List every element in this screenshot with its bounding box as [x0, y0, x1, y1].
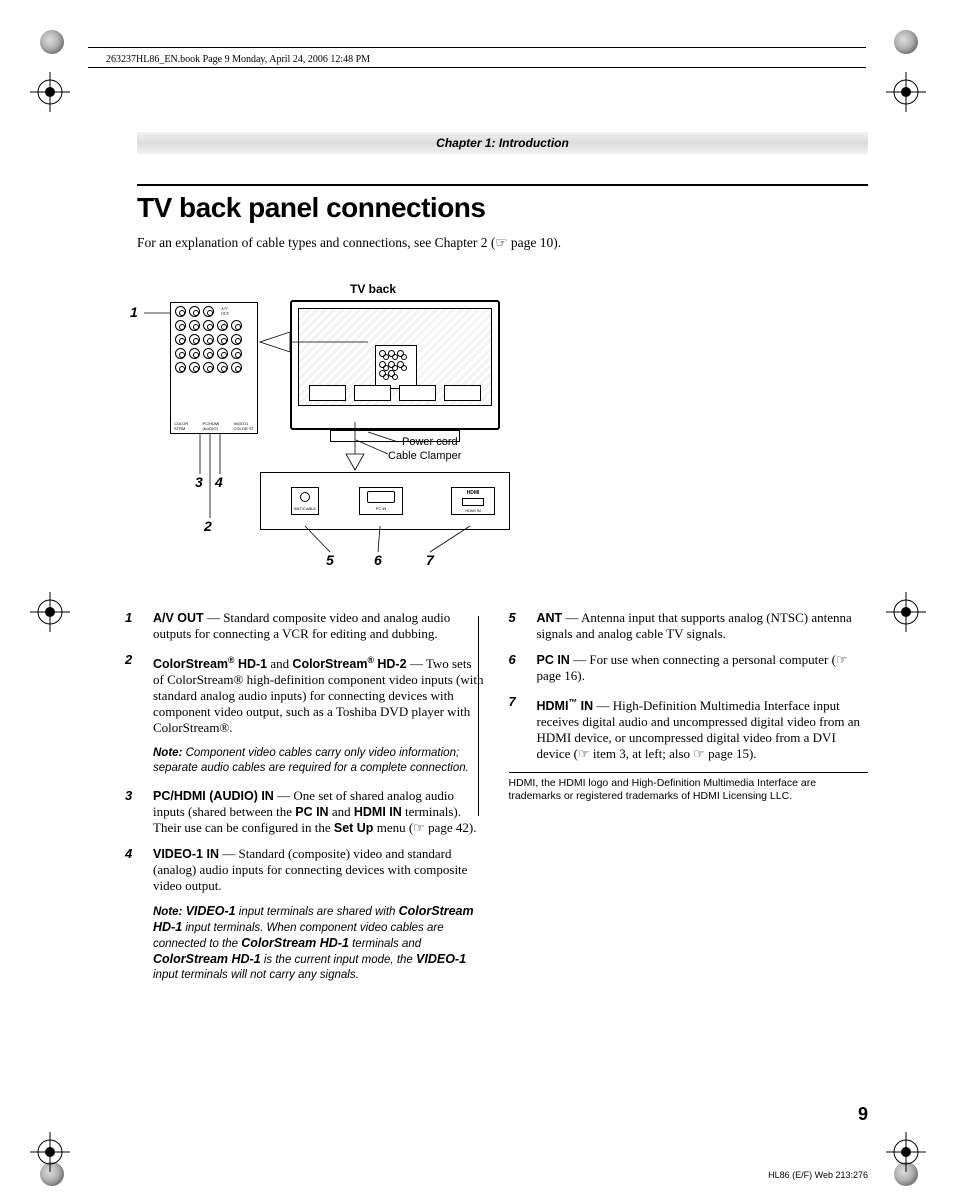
diagram-callout-1: 1: [130, 304, 138, 320]
item-number: 7: [509, 694, 537, 762]
column-container: 1A/V OUT — Standard composite video and …: [125, 610, 868, 995]
item-number: 6: [509, 652, 537, 684]
corner-ornament: [40, 30, 64, 54]
item-body: VIDEO-1 IN — Standard (composite) video …: [153, 846, 485, 894]
item-body: HDMI™ IN — High-Definition Multimedia In…: [537, 694, 869, 762]
item-number: 4: [125, 846, 153, 894]
definition-item-1: 1A/V OUT — Standard composite video and …: [125, 610, 485, 642]
definition-item-4: 4VIDEO-1 IN — Standard (composite) video…: [125, 846, 485, 894]
item-body: PC IN — For use when connecting a person…: [537, 652, 869, 684]
definition-item-2: 2ColorStream® HD-1 and ColorStream® HD-2…: [125, 652, 485, 736]
definition-item-7: 7HDMI™ IN — High-Definition Multimedia I…: [509, 694, 869, 762]
item-body: ColorStream® HD-1 and ColorStream® HD-2 …: [153, 652, 485, 736]
item-note: Note: Component video cables carry only …: [153, 746, 485, 776]
item-body: A/V OUT — Standard composite video and a…: [153, 610, 485, 642]
item-body: ANT — Antenna input that supports analog…: [537, 610, 869, 642]
crop-mark-icon: [886, 592, 926, 632]
crop-mark-icon: [30, 1132, 70, 1172]
crop-mark-icon: [30, 592, 70, 632]
item-note: Note: VIDEO-1 input terminals are shared…: [153, 904, 485, 983]
book-header-line: 263237HL86_EN.book Page 9 Monday, April …: [106, 54, 370, 65]
diagram-callout-7: 7: [426, 552, 434, 568]
definition-item-5: 5ANT — Antenna input that supports analo…: [509, 610, 869, 642]
diagram-callout-2: 2: [204, 518, 212, 534]
right-column: 5ANT — Antenna input that supports analo…: [509, 610, 869, 995]
tv-back-diagram: TV back: [130, 282, 530, 572]
item-number: 1: [125, 610, 153, 642]
diagram-callout-6: 6: [374, 552, 382, 568]
item-number: 3: [125, 788, 153, 836]
footnote-rule: [509, 772, 869, 773]
header-rule: [88, 47, 866, 48]
corner-ornament: [894, 30, 918, 54]
footer-code: HL86 (E/F) Web 213:276: [768, 1170, 868, 1180]
diagram-callout-4: 4: [215, 474, 223, 490]
item-number: 5: [509, 610, 537, 642]
diagram-callout-3: 3: [195, 474, 203, 490]
cable-clamper-label: Cable Clamper: [388, 450, 461, 462]
page-number: 9: [858, 1104, 868, 1125]
trademark-footnote: HDMI, the HDMI logo and High-Definition …: [509, 777, 869, 803]
left-column: 1A/V OUT — Standard composite video and …: [125, 610, 485, 995]
page-title: TV back panel connections: [137, 192, 485, 224]
diagram-callout-5: 5: [326, 552, 334, 568]
title-rule: [137, 184, 868, 186]
crop-mark-icon: [886, 72, 926, 112]
intro-paragraph: For an explanation of cable types and co…: [137, 234, 868, 252]
definition-item-6: 6PC IN — For use when connecting a perso…: [509, 652, 869, 684]
crop-mark-icon: [30, 72, 70, 112]
power-cord-label: Power cord: [402, 436, 458, 448]
item-number: 2: [125, 652, 153, 736]
callout-leaders: [130, 282, 530, 572]
chapter-label: Chapter 1: Introduction: [137, 132, 868, 154]
definition-item-3: 3PC/HDMI (AUDIO) IN — One set of shared …: [125, 788, 485, 836]
header-rule-2: [88, 67, 866, 68]
item-body: PC/HDMI (AUDIO) IN — One set of shared a…: [153, 788, 485, 836]
crop-mark-icon: [886, 1132, 926, 1172]
